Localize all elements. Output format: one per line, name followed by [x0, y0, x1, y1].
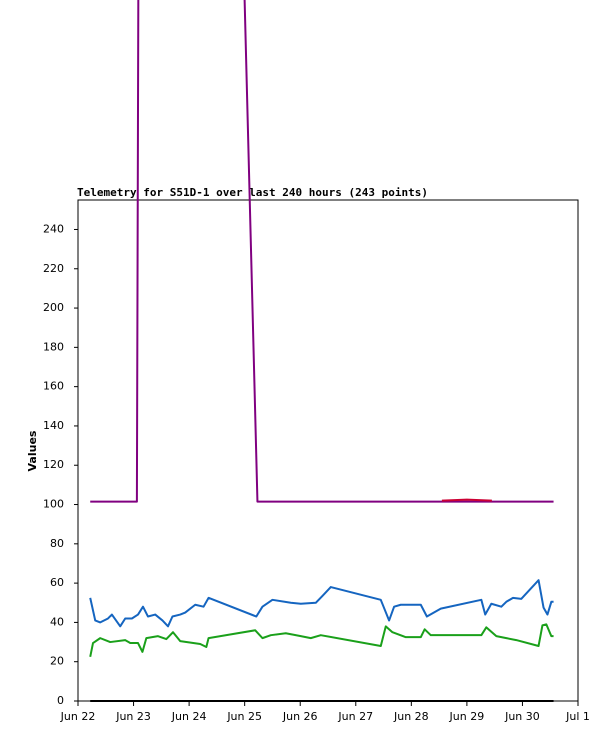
x-tick-label: Jun 22 — [60, 710, 96, 723]
x-tick-label: Jun 30 — [504, 710, 540, 723]
chart-title: Telemetry for S51D-1 over last 240 hours… — [77, 186, 428, 199]
y-tick-label: 200 — [43, 301, 64, 314]
x-tick-label: Jun 28 — [393, 710, 429, 723]
series-line — [89, 579, 554, 628]
x-tick-label: Jun 27 — [337, 710, 373, 723]
y-tick-label: 120 — [43, 458, 64, 471]
x-tick-label: Jun 26 — [282, 710, 318, 723]
x-tick-label: Jun 29 — [449, 710, 485, 723]
y-tick-label: 60 — [50, 576, 64, 589]
y-axis-label: Values — [26, 430, 39, 471]
y-tick-label: 220 — [43, 262, 64, 275]
y-tick-label: 40 — [50, 615, 64, 628]
x-tick-label: Jul 1 — [565, 710, 590, 723]
series-line — [441, 498, 492, 502]
x-tick-label: Jun 23 — [115, 710, 151, 723]
y-tick-label: 240 — [43, 222, 64, 235]
y-tick-label: 100 — [43, 498, 64, 511]
y-tick-label: 80 — [50, 537, 64, 550]
x-tick-label: Jun 25 — [226, 710, 262, 723]
plot-frame — [77, 199, 579, 702]
x-tick-label: Jun 24 — [171, 710, 207, 723]
series-line — [90, 0, 554, 503]
y-tick-label: 160 — [43, 380, 64, 393]
y-tick-label: 140 — [43, 419, 64, 432]
y-tick-label: 20 — [50, 655, 64, 668]
series-line — [89, 623, 554, 657]
y-tick-label: 0 — [57, 694, 64, 707]
y-tick-label: 180 — [43, 340, 64, 353]
